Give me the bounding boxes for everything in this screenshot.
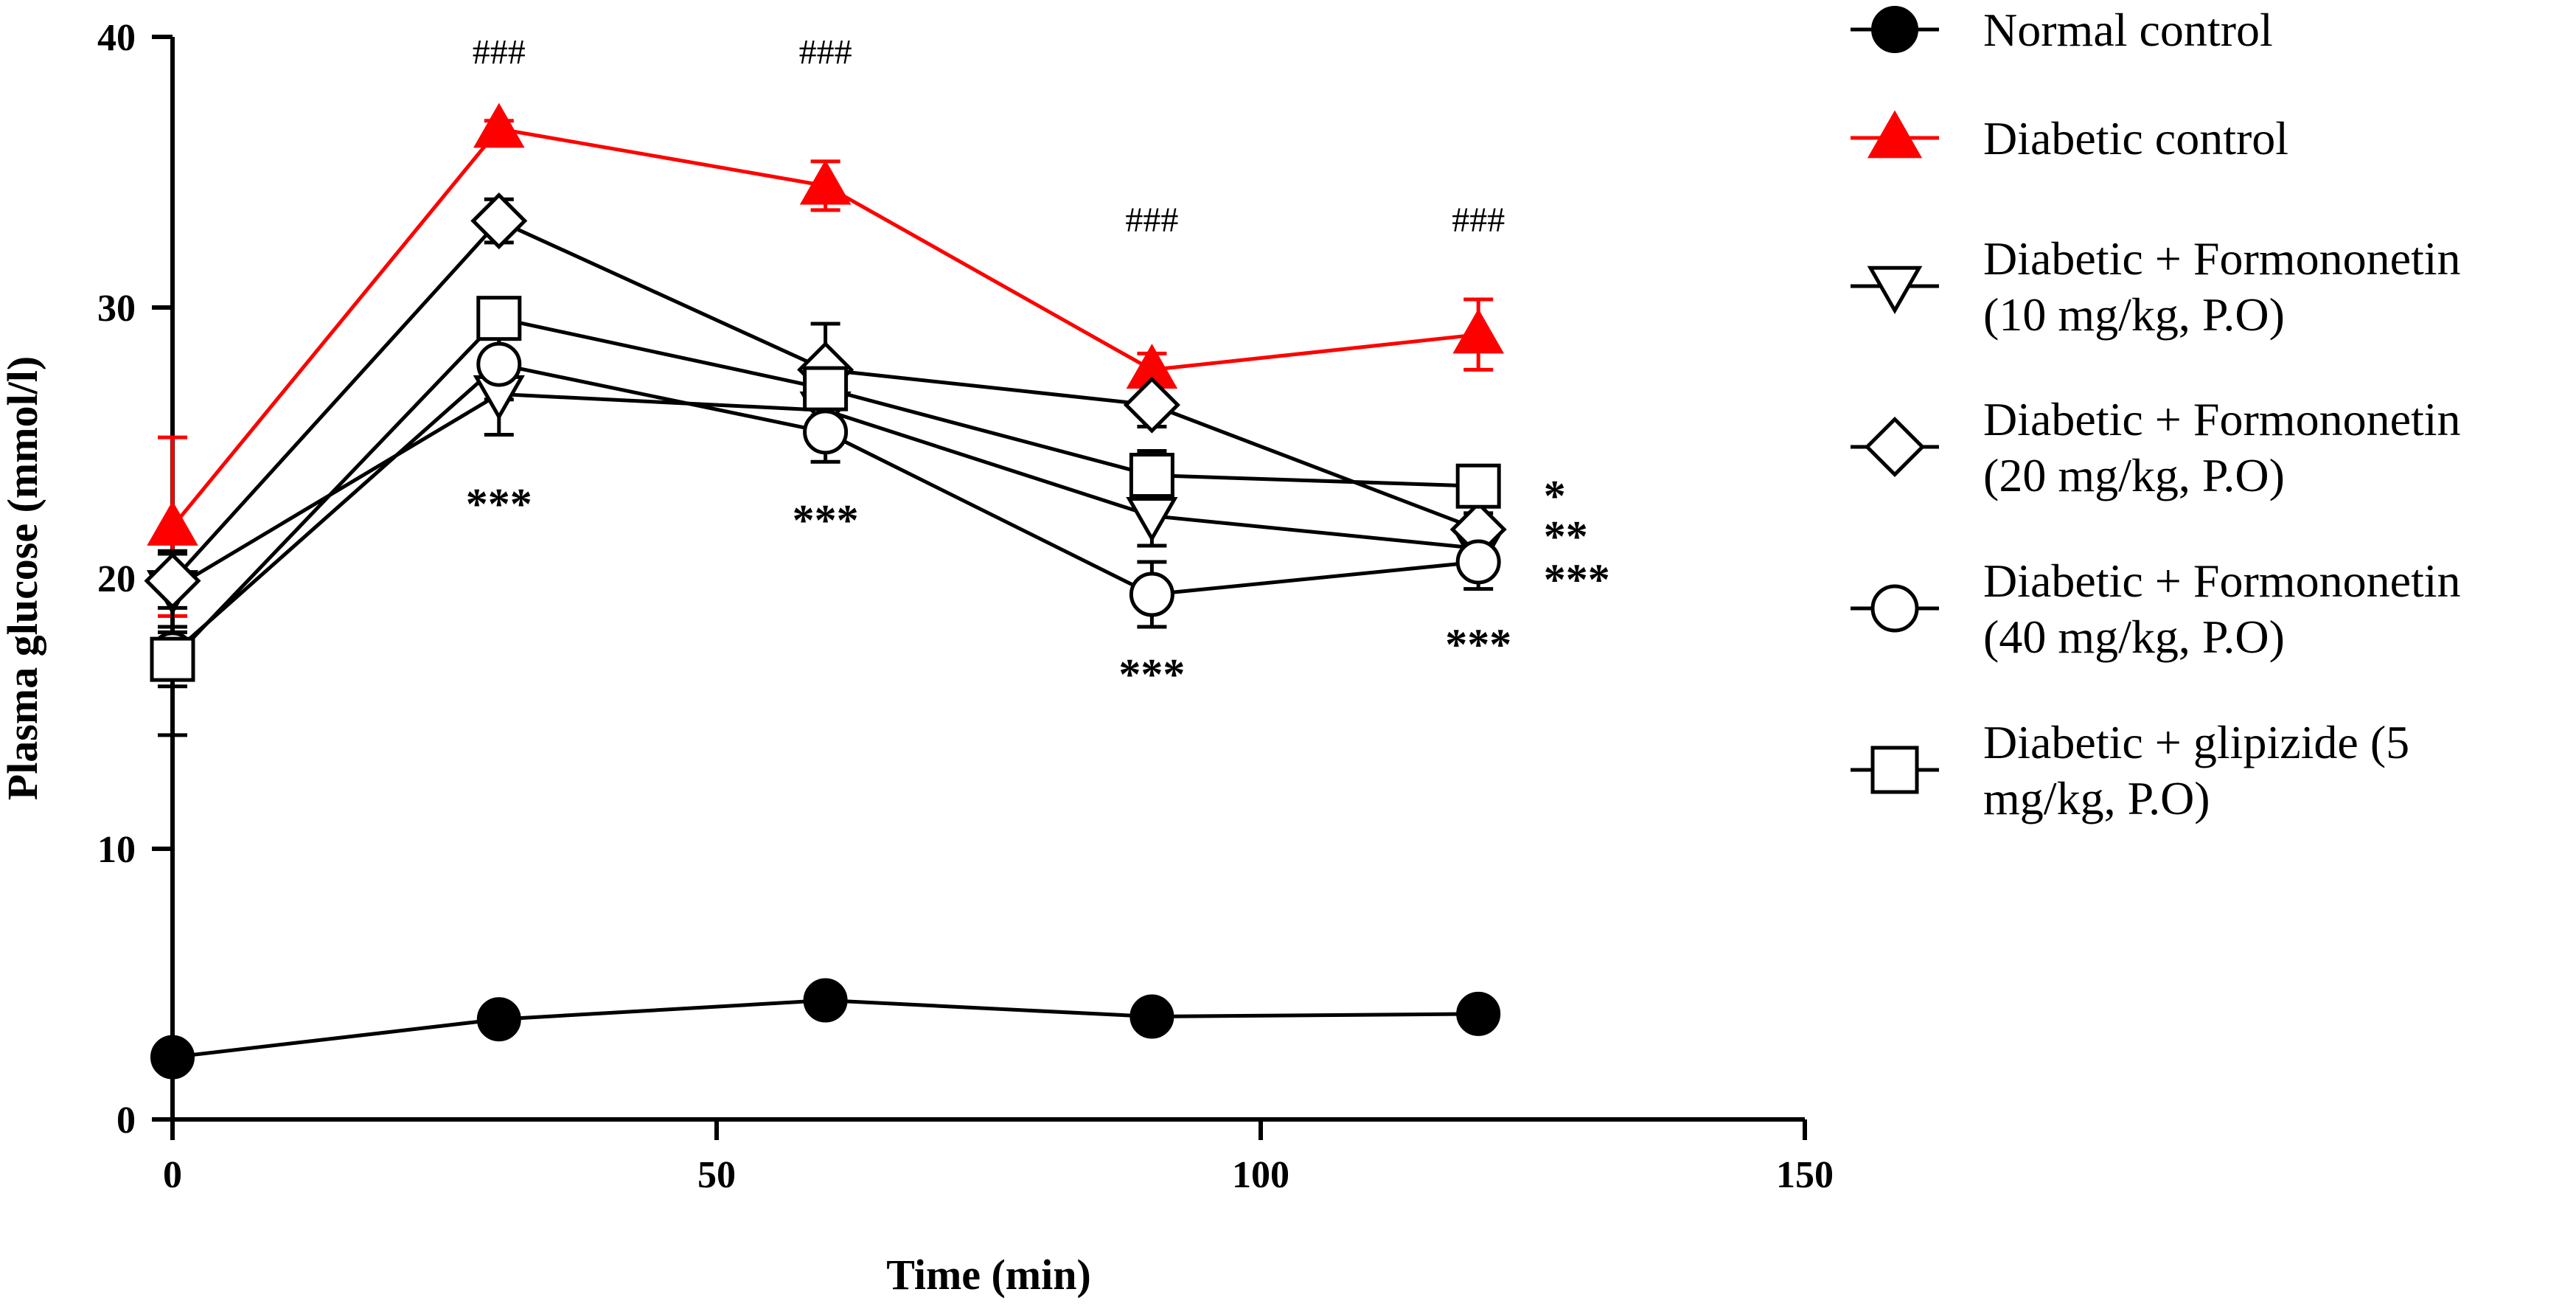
series-markers-0: [150, 978, 1501, 1080]
legend-entry-0: Normal control: [1851, 4, 2273, 56]
axes: 0 10 20 30 40 0 50 100 150 Time (min) Plasma gl…: [0, 17, 1834, 1299]
legend-marker: [1867, 110, 1923, 159]
data-point: [147, 501, 198, 546]
data-point: [1126, 496, 1178, 543]
legend-marker: [1867, 265, 1923, 315]
annotation-label: ***: [793, 496, 859, 544]
data-point: [150, 636, 195, 682]
annotation-label: ###: [799, 33, 852, 72]
legend-entry-4: Diabetic + Formononetin(40 mg/kg, P.O): [1851, 555, 2461, 663]
legend-entry-5: Diabetic + glipizide (5mg/kg, P.O): [1851, 716, 2409, 824]
plot-area: [144, 103, 1507, 1080]
y-axis-title: Plasma glucose (mmol/l): [0, 356, 46, 800]
legend-label: (20 mg/kg, P.O): [1983, 449, 2285, 501]
series-markers-1: [147, 103, 1504, 546]
data-point: [799, 159, 852, 205]
series-markers-5: [150, 296, 1501, 682]
annotation-label: ***: [1118, 650, 1185, 698]
series-markers-4: [150, 341, 1501, 677]
data-point: [1129, 453, 1174, 499]
legend-label: (40 mg/kg, P.O): [1983, 611, 2285, 663]
annotation-label: ***: [1445, 620, 1511, 669]
legend-marker: [1870, 584, 1919, 633]
annotation-label: **: [1544, 512, 1588, 560]
data-point: [1455, 539, 1501, 585]
legend-label: mg/kg, P.O): [1983, 772, 2210, 824]
legend-label: (10 mg/kg, P.O): [1983, 288, 2285, 341]
y-tick-label: 20: [97, 558, 136, 600]
data-point: [476, 997, 521, 1042]
annotations: ### ###### ###*** ***************: [466, 33, 1610, 699]
data-point: [1455, 463, 1501, 509]
y-tick-label: 40: [97, 17, 136, 59]
x-axis-title: Time (min): [886, 1251, 1091, 1299]
annotation-label: ***: [1544, 555, 1610, 604]
data-point: [476, 296, 522, 341]
legend: Normal control Diabetic control Diabetic +…: [1851, 4, 2461, 824]
data-point: [803, 366, 849, 411]
x-tick-label: 50: [697, 1154, 736, 1196]
data-point: [803, 409, 849, 455]
legend-label: Diabetic + Formononetin: [1983, 555, 2461, 607]
y-ticks: 0 10 20 30 40: [97, 17, 173, 1142]
legend-label: Diabetic control: [1983, 112, 2288, 164]
annotation-label: *: [1544, 471, 1566, 520]
x-tick-label: 150: [1776, 1154, 1834, 1196]
y-tick-label: 0: [116, 1100, 136, 1142]
legend-label: Diabetic + glipizide (5: [1983, 716, 2409, 768]
annotation-label: ###: [1125, 201, 1178, 240]
data-point: [1452, 308, 1504, 354]
legend-marker: [1870, 746, 1919, 794]
y-tick-label: 10: [97, 829, 136, 871]
legend-label: Diabetic + Formononetin: [1983, 232, 2461, 285]
data-point: [144, 552, 201, 610]
y-tick-label: 30: [97, 288, 136, 330]
data-point: [1123, 376, 1180, 434]
data-point: [470, 192, 528, 250]
legend-marker: [1864, 416, 1926, 478]
data-point: [1129, 994, 1174, 1039]
data-point: [803, 978, 848, 1023]
legend-marker: [1871, 6, 1918, 53]
x-tick-label: 0: [163, 1154, 182, 1196]
annotation-label: ***: [466, 479, 532, 528]
data-point: [150, 1035, 195, 1080]
legend-entry-2: Diabetic + Formononetin(10 mg/kg, P.O): [1851, 232, 2461, 341]
legend-entry-1: Diabetic control: [1851, 110, 2288, 164]
annotation-label: ###: [1452, 201, 1505, 240]
legend-label: Diabetic + Formononetin: [1983, 393, 2461, 445]
legend-label: Normal control: [1983, 4, 2273, 56]
data-point: [476, 341, 522, 387]
data-point: [1456, 991, 1501, 1036]
data-point: [1129, 572, 1174, 617]
x-tick-label: 100: [1232, 1154, 1289, 1196]
x-ticks: 0 50 100 150: [163, 1119, 1834, 1196]
data-point: [473, 103, 525, 148]
legend-entry-3: Diabetic + Formononetin(20 mg/kg, P.O): [1851, 393, 2461, 501]
annotation-label: ###: [473, 33, 526, 72]
